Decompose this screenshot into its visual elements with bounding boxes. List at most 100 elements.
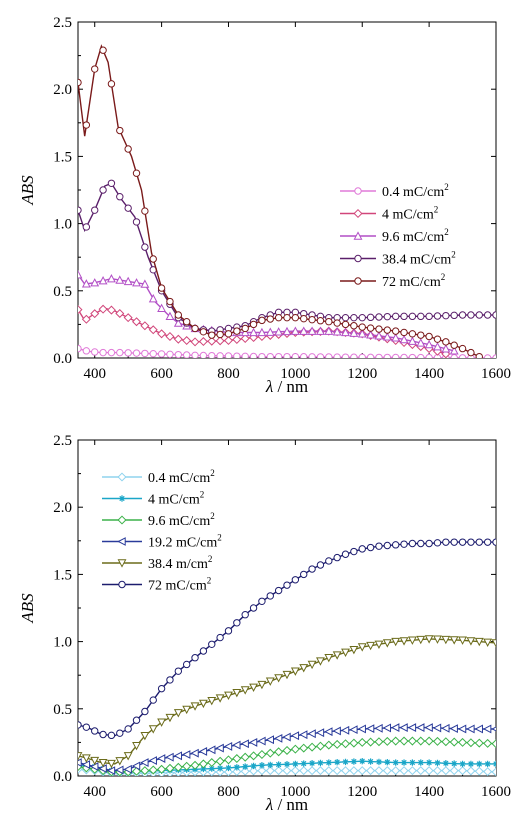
data-point	[273, 733, 283, 743]
data-point	[449, 737, 459, 747]
data-point	[424, 766, 434, 776]
data-point	[81, 314, 91, 324]
data-point	[78, 206, 82, 214]
data-point	[316, 657, 325, 666]
data-point	[141, 349, 149, 358]
data-point	[316, 326, 325, 335]
x-tick-label: 1400	[414, 366, 444, 382]
data-point	[391, 637, 401, 647]
legend-marker	[118, 580, 126, 589]
data-point	[375, 353, 383, 358]
data-point	[400, 759, 408, 766]
data-point	[191, 654, 199, 662]
data-point	[450, 311, 458, 320]
data-point	[115, 757, 125, 766]
x-tick-label: 1400	[414, 784, 444, 800]
data-point	[333, 319, 341, 327]
legend-marker	[118, 495, 126, 502]
data-point	[308, 315, 316, 324]
data-point	[124, 204, 132, 212]
series-line-4	[78, 638, 496, 765]
data-point	[208, 351, 216, 358]
data-point	[358, 313, 366, 322]
data-point	[116, 126, 124, 135]
x-tick-label: 1000	[280, 784, 310, 800]
data-point	[391, 312, 400, 321]
data-point	[98, 276, 108, 285]
legend-marker	[353, 231, 363, 240]
data-point	[82, 121, 91, 129]
data-point	[332, 766, 342, 776]
data-point	[442, 538, 450, 546]
data-point	[357, 329, 367, 338]
data-point	[458, 737, 468, 747]
data-point	[492, 760, 496, 768]
data-point	[223, 742, 233, 751]
data-point	[417, 539, 425, 548]
data-point	[78, 78, 82, 87]
y-tick-label: 1.0	[53, 635, 72, 651]
data-point	[408, 539, 417, 548]
data-point	[416, 723, 425, 733]
x-tick-label: 600	[150, 784, 173, 800]
data-point	[449, 636, 459, 645]
data-point	[107, 274, 116, 283]
y-tick-label: 2.5	[53, 15, 72, 31]
plot-frame	[77, 439, 497, 777]
data-point	[249, 327, 258, 337]
data-point	[199, 328, 208, 336]
data-point	[257, 680, 267, 690]
data-point	[124, 725, 132, 733]
data-point	[458, 354, 467, 358]
data-point	[198, 747, 208, 756]
data-point	[190, 748, 199, 758]
data-point	[475, 311, 483, 319]
data-point	[382, 723, 392, 733]
data-point	[349, 725, 358, 735]
data-point	[208, 331, 216, 339]
y-tick-label: 2.0	[53, 82, 72, 98]
data-point	[166, 297, 174, 306]
y-tick-label: 1.0	[53, 217, 72, 233]
legend-marker	[117, 515, 127, 525]
data-point	[131, 761, 141, 771]
data-point	[78, 270, 83, 279]
data-point	[400, 540, 408, 548]
data-point	[459, 760, 466, 768]
data-point	[399, 723, 408, 733]
data-point	[466, 724, 475, 734]
data-point	[383, 353, 392, 358]
data-point	[425, 539, 433, 548]
data-point	[349, 328, 359, 337]
data-point	[367, 758, 374, 765]
data-point	[324, 766, 334, 776]
data-point	[416, 766, 426, 776]
data-point	[258, 352, 266, 358]
data-point	[458, 311, 467, 319]
data-point	[132, 716, 141, 724]
data-point	[325, 759, 332, 766]
data-point	[265, 327, 275, 336]
data-point	[374, 331, 384, 340]
data-point	[350, 353, 358, 358]
data-point	[308, 353, 316, 358]
data-point	[157, 718, 167, 727]
legend-label-text: 0.4 mC/cm	[382, 185, 444, 200]
legend-label-superscript: 2	[434, 205, 439, 215]
data-point	[140, 279, 150, 288]
data-point	[215, 767, 225, 776]
data-point	[383, 326, 392, 334]
data-point	[91, 348, 99, 356]
data-point	[449, 346, 459, 355]
data-point	[106, 766, 116, 776]
data-point	[165, 311, 175, 321]
data-point	[308, 565, 316, 573]
data-point	[442, 760, 450, 767]
data-point	[299, 664, 309, 673]
data-point	[299, 326, 309, 335]
data-point	[90, 278, 100, 287]
data-point	[274, 674, 284, 683]
data-point	[491, 767, 496, 776]
data-point	[166, 350, 174, 358]
data-point	[99, 348, 107, 357]
